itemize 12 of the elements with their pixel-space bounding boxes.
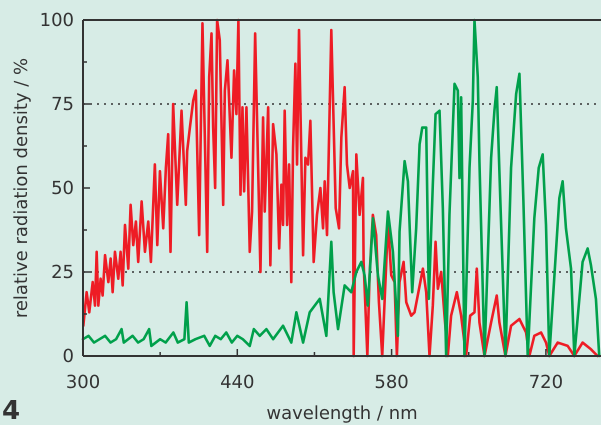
x-tick-label: 440: [220, 372, 254, 393]
y-tick-label: 0: [62, 346, 74, 367]
y-tick-label: 100: [40, 10, 74, 31]
x-tick-label: 580: [374, 372, 409, 393]
y-tick-label: 75: [51, 94, 74, 115]
y-tick-label: 50: [51, 178, 74, 199]
y-tick-label: 25: [51, 262, 74, 283]
text: 4: [2, 396, 20, 425]
x-axis-title: wavelength / nm: [266, 403, 418, 424]
x-tick-label: 720: [528, 372, 564, 393]
y-axis-title: relative radiation density / %: [11, 58, 32, 318]
x-tick-label: 300: [66, 372, 100, 393]
